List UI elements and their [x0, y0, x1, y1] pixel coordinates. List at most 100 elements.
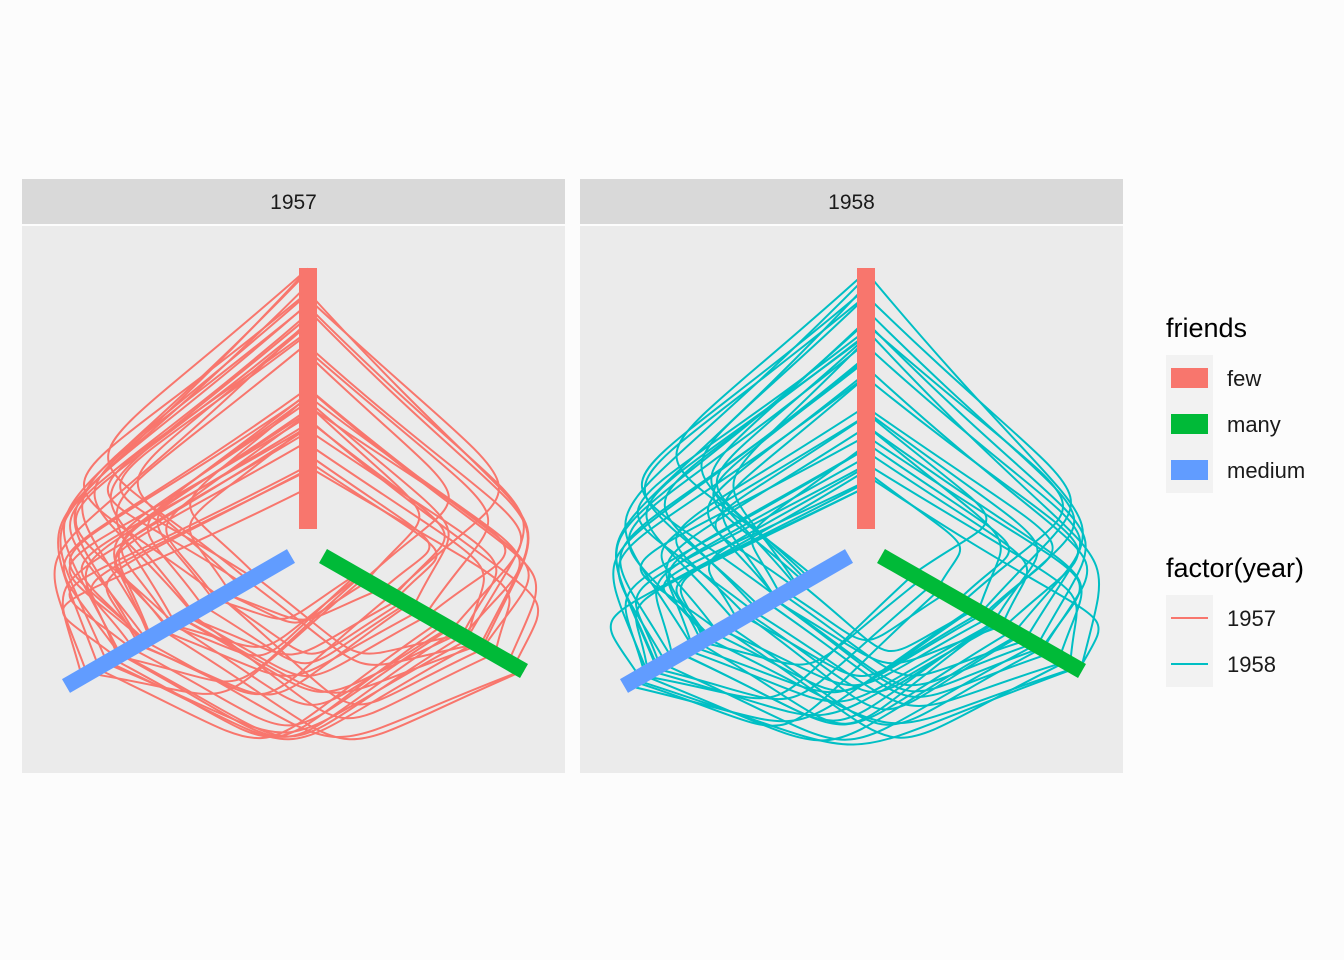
edge-1957-medium-many: [254, 575, 461, 655]
edge-1957-medium-many: [218, 596, 404, 655]
legend-key-few: [1171, 368, 1208, 388]
edge-1958-few-many: [865, 376, 1079, 628]
edge-1958-few-many: [865, 323, 1064, 604]
edge-1957-medium-many: [225, 588, 382, 621]
edge-1958-medium-many: [752, 610, 1067, 707]
edge-1958-medium-many: [662, 643, 1037, 741]
edge-1958-medium-many: [773, 598, 1042, 693]
edge-1957-few-many: [307, 345, 523, 631]
edge-1958-few-many: [865, 308, 1076, 617]
edge-1957-few-many: [307, 453, 431, 591]
edge-1958-medium-many: [706, 637, 1077, 725]
edge-1957-few-many: [307, 353, 450, 581]
edge-1957-few-medium: [115, 341, 309, 624]
edge-1958-medium-many: [767, 602, 1052, 698]
edge-1958-medium-many: [727, 624, 1043, 726]
edge-1957-few-many: [307, 305, 525, 639]
edge-1958-few-medium: [640, 287, 867, 599]
legend-year-title: factor(year): [1166, 553, 1304, 583]
edge-1957-few-many: [307, 405, 507, 617]
edge-group-1957: [53, 267, 540, 741]
edge-1957-few-many: [307, 387, 530, 649]
edge-1958-few-medium: [675, 405, 867, 617]
edge-1957-few-many: [307, 460, 438, 599]
edge-1958-few-medium: [715, 336, 867, 580]
edge-1958-few-many: [865, 424, 1002, 612]
axis-medium-1957: [61, 549, 296, 693]
edge-1958-medium-many: [625, 607, 973, 723]
edge-1957-medium-many: [107, 642, 476, 741]
edge-1958-few-medium: [667, 447, 867, 642]
edge-1958-medium-many: [743, 611, 981, 678]
edge-1957-medium-many: [247, 580, 478, 666]
edge-1957-few-many: [307, 465, 511, 655]
edge-1958-few-medium: [655, 456, 867, 659]
edge-1957-medium-many: [186, 598, 400, 656]
edge-1957-few-medium: [109, 316, 309, 614]
edge-1958-few-medium: [634, 486, 867, 673]
edge-1958-few-medium: [707, 466, 867, 621]
edge-1958-few-many: [865, 366, 1089, 650]
axis-many-1958: [877, 549, 1086, 678]
edge-1958-few-many: [865, 270, 1084, 640]
edge-1957-few-medium: [62, 270, 309, 656]
legend-year-keys-background: [1166, 595, 1213, 687]
edge-1957-few-medium: [146, 396, 309, 608]
edge-1958-few-medium: [660, 414, 867, 633]
edge-1958-few-many: [865, 411, 988, 576]
edge-1957-few-many: [307, 309, 529, 647]
edge-1957-few-medium: [73, 302, 309, 644]
edge-1957-medium-many: [88, 578, 364, 695]
edge-1957-few-medium: [136, 324, 309, 587]
edge-1958-few-many: [865, 474, 1100, 670]
edge-1957-few-medium: [69, 312, 309, 641]
edge-group-1958: [609, 270, 1101, 746]
edge-1957-medium-many: [219, 596, 485, 706]
edge-1957-medium-many: [130, 627, 451, 727]
edge-1958-few-medium: [627, 342, 867, 639]
legend-key-medium: [1171, 460, 1208, 480]
edge-1957-medium-many: [190, 613, 495, 720]
edge-1957-few-medium: [105, 468, 309, 645]
edge-1957-medium-many: [143, 640, 524, 739]
edge-1958-few-many: [865, 470, 962, 589]
edge-1958-few-medium: [721, 376, 867, 599]
facet-strip-1: [22, 179, 565, 224]
edge-1958-few-medium: [612, 355, 867, 673]
axis-many-1957: [319, 549, 528, 678]
edge-1958-few-medium: [639, 435, 867, 632]
edge-1958-few-medium: [624, 276, 867, 648]
legend-year: factor(year) 1957 1958: [1166, 553, 1304, 687]
facet-strip-label-2: 1958: [828, 191, 875, 214]
edge-1958-medium-many: [785, 591, 947, 641]
edge-1958-medium-many: [720, 616, 990, 687]
edge-1958-few-many: [865, 424, 1083, 659]
edge-1957-few-medium: [113, 400, 309, 639]
facet-panel-1: 1957: [22, 179, 565, 773]
edge-1957-few-medium: [62, 387, 309, 656]
legend-label-medium: medium: [1227, 458, 1305, 483]
edge-1958-medium-many: [641, 573, 914, 700]
edge-1957-medium-many: [203, 602, 407, 665]
legend-key-many: [1171, 414, 1208, 434]
facet-strip-label-1: 1957: [270, 191, 317, 214]
facet-panel-2: 1958: [580, 179, 1123, 773]
edge-1958-medium-many: [782, 593, 1028, 677]
axis-medium-1958: [619, 549, 854, 693]
edge-1957-medium-many: [181, 617, 480, 694]
edge-1957-few-many: [307, 419, 446, 598]
edge-1958-few-medium: [636, 329, 867, 612]
edge-1957-few-medium: [188, 424, 309, 593]
legend-friends-title: friends: [1166, 313, 1247, 343]
edge-1957-medium-many: [117, 576, 361, 683]
edge-1957-few-many: [307, 403, 421, 582]
edge-1958-medium-many: [699, 578, 923, 666]
edge-1958-few-medium: [710, 319, 867, 588]
edge-1958-few-medium: [706, 372, 867, 599]
edge-1958-few-many: [865, 320, 1087, 646]
edge-1957-few-medium: [68, 393, 309, 642]
edge-1957-few-medium: [117, 408, 309, 638]
edge-1957-few-many: [307, 349, 490, 616]
axis-group-1957: [61, 268, 528, 693]
